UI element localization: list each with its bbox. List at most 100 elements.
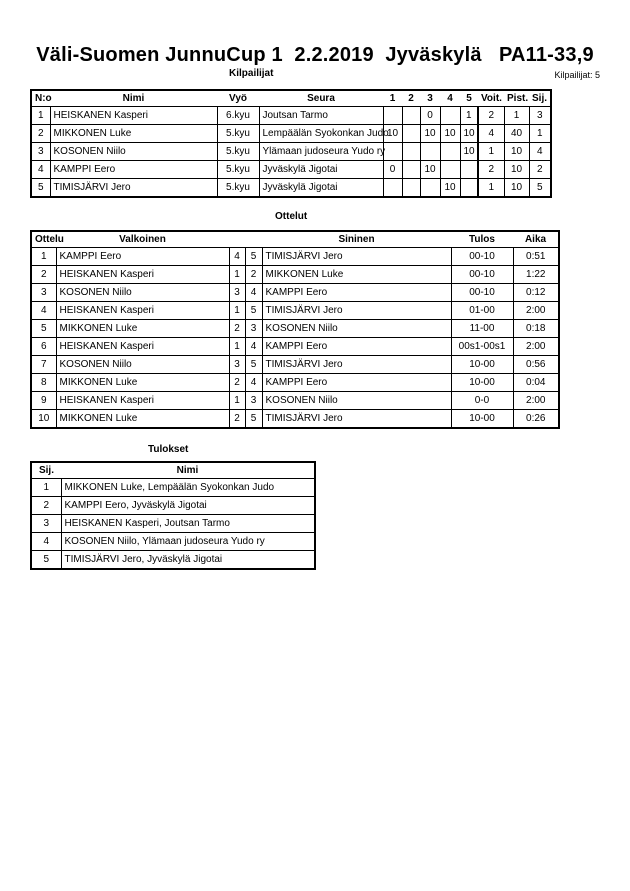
matches-cell: 1: [228, 265, 246, 284]
matches-cell: 11-00: [450, 319, 514, 338]
matches-cell: 00-10: [450, 265, 514, 284]
table-row: 1 KAMPPI Eero 4 5 TIMISJÄRVI Jero 00-10 0:51: [30, 247, 560, 266]
competitors-cell: [401, 124, 421, 143]
competitors-cell: 10: [459, 142, 479, 161]
competitors-cell: 1: [503, 106, 530, 125]
matches-cell: 5: [244, 355, 263, 374]
matches-cell: 2:00: [512, 391, 560, 410]
matches-cell: 6: [30, 337, 57, 356]
competitors-cell: [382, 106, 403, 125]
matches-cell: MIKKONEN Luke: [55, 373, 230, 392]
matches-cell: 2: [30, 265, 57, 284]
competitors-cell: TIMISJÄRVI Jero: [49, 178, 218, 198]
matches-cell: MIKKONEN Luke: [55, 409, 230, 429]
table-row: 4 HEISKANEN Kasperi 1 5 TIMISJÄRVI Jero 01-00…: [30, 301, 560, 320]
competitors-cell: 1: [477, 178, 505, 198]
matches-cell: 0:12: [512, 283, 560, 302]
matches-cell: 9: [30, 391, 57, 410]
results-column-header: Sij.: [31, 461, 61, 479]
competitors-cell: [459, 178, 479, 198]
table-row: 2 HEISKANEN Kasperi 1 2 MIKKONEN Luke 00-10 1:…: [30, 265, 560, 284]
matches-cell: KAMPPI Eero: [261, 283, 452, 302]
results-cell: KAMPPI Eero, Jyväskylä Jigotai: [60, 496, 316, 515]
results-cell: 4: [30, 532, 62, 551]
matches-cell: 0:51: [512, 247, 560, 266]
competitors-column-header: Sij.: [529, 89, 551, 107]
competitors-column-header: Vyö: [217, 89, 259, 107]
matches-cell: 00-10: [450, 283, 514, 302]
competitors-cell: 10: [503, 142, 530, 161]
competitors-cell: 2: [477, 106, 505, 125]
matches-cell: 3: [228, 283, 246, 302]
matches-cell: 4: [244, 337, 263, 356]
competitors-cell: 4: [30, 160, 51, 179]
table-row: 10 MIKKONEN Luke 2 5 TIMISJÄRVI Jero 10-00 0:2…: [30, 409, 560, 429]
matches-cell: 10-00: [450, 373, 514, 392]
matches-column-header: [229, 230, 245, 248]
matches-cell: 1: [228, 301, 246, 320]
table-row: 8 MIKKONEN Luke 2 4 KAMPPI Eero 10-00 0:04: [30, 373, 560, 392]
competitors-cell: 1: [477, 142, 505, 161]
table-row: 6 HEISKANEN Kasperi 1 4 KAMPPI Eero 00s1-00s1…: [30, 337, 560, 356]
matches-cell: 01-00: [450, 301, 514, 320]
matches-cell: 4: [244, 283, 263, 302]
matches-cell: 8: [30, 373, 57, 392]
matches-cell: 10: [30, 409, 57, 429]
matches-cell: HEISKANEN Kasperi: [55, 265, 230, 284]
matches-cell: KAMPPI Eero: [261, 373, 452, 392]
competitors-cell: 5.kyu: [216, 142, 260, 161]
matches-cell: 5: [30, 319, 57, 338]
matches-column-header: Valkoinen: [56, 230, 229, 248]
results-cell: 1: [30, 478, 62, 497]
competitors-column-header: 3: [420, 89, 440, 107]
matches-cell: 4: [30, 301, 57, 320]
competitors-column-header: N:o: [31, 89, 52, 107]
matches-cell: TIMISJÄRVI Jero: [261, 355, 452, 374]
competitors-cell: 2: [477, 160, 505, 179]
competitors-cell: 10: [503, 160, 530, 179]
competitors-cell: 0: [382, 160, 403, 179]
matches-cell: 3: [244, 391, 263, 410]
matches-cell: 5: [244, 247, 263, 266]
results-column-header: Nimi: [61, 461, 315, 479]
competitors-cell: [439, 142, 461, 161]
results-cell: 3: [30, 514, 62, 533]
table-row: 3 KOSONEN Niilo 5.kyu Ylämaan judoseura Yud…: [30, 142, 552, 161]
competitors-cell: 5.kyu: [216, 160, 260, 179]
matches-cell: 2:00: [512, 301, 560, 320]
matches-cell: 5: [244, 301, 263, 320]
table-row: 5 TIMISJÄRVI Jero, Jyväskylä Jigotai: [30, 550, 316, 570]
matches-cell: 1: [30, 247, 57, 266]
matches-column-header: Aika: [513, 230, 559, 248]
matches-cell: TIMISJÄRVI Jero: [261, 247, 452, 266]
matches-cell: 2: [228, 409, 246, 429]
page-title: Väli-Suomen JunnuCup 1 2.2.2019 Jyväskyl…: [36, 44, 594, 66]
competitors-cell: Jyväskylä Jigotai: [258, 178, 384, 198]
competitors-cell: 10: [419, 124, 441, 143]
matches-cell: KAMPPI Eero: [55, 247, 230, 266]
competitors-cell: 1: [459, 106, 479, 125]
competitors-cell: [439, 106, 461, 125]
competitors-cell: 40: [503, 124, 530, 143]
matches-cell: KOSONEN Niilo: [261, 319, 452, 338]
competitors-cell: 10: [459, 124, 479, 143]
matches-cell: 2:00: [512, 337, 560, 356]
matches-cell: 3: [244, 319, 263, 338]
matches-cell: 2: [244, 265, 263, 284]
competitors-cell: KAMPPI Eero: [49, 160, 218, 179]
competitors-cell: [382, 142, 403, 161]
matches-heading: Ottelut: [275, 211, 308, 222]
competitors-table: N:o Nimi Vyö Seura 1 2 3 4 5 Voit. Pist. Sij. 1 HEISK…: [30, 89, 552, 198]
competitors-column-header: Voit.: [478, 89, 504, 107]
matches-column-header: Tulos: [451, 230, 513, 248]
competitors-cell: MIKKONEN Luke: [49, 124, 218, 143]
table-row: 3 KOSONEN Niilo 3 4 KAMPPI Eero 00-10 0:12: [30, 283, 560, 302]
matches-cell: 0:26: [512, 409, 560, 429]
competitors-cell: 4: [528, 142, 552, 161]
matches-cell: 1: [228, 391, 246, 410]
matches-cell: 5: [244, 409, 263, 429]
matches-table: Ottelu Valkoinen Sininen Tulos Aika 1 KAMPPI E…: [30, 230, 560, 429]
competitors-cell: 10: [439, 178, 461, 198]
table-row: 1 HEISKANEN Kasperi 6.kyu Joutsan Tarmo 0 1 2 1…: [30, 106, 552, 125]
matches-cell: 7: [30, 355, 57, 374]
